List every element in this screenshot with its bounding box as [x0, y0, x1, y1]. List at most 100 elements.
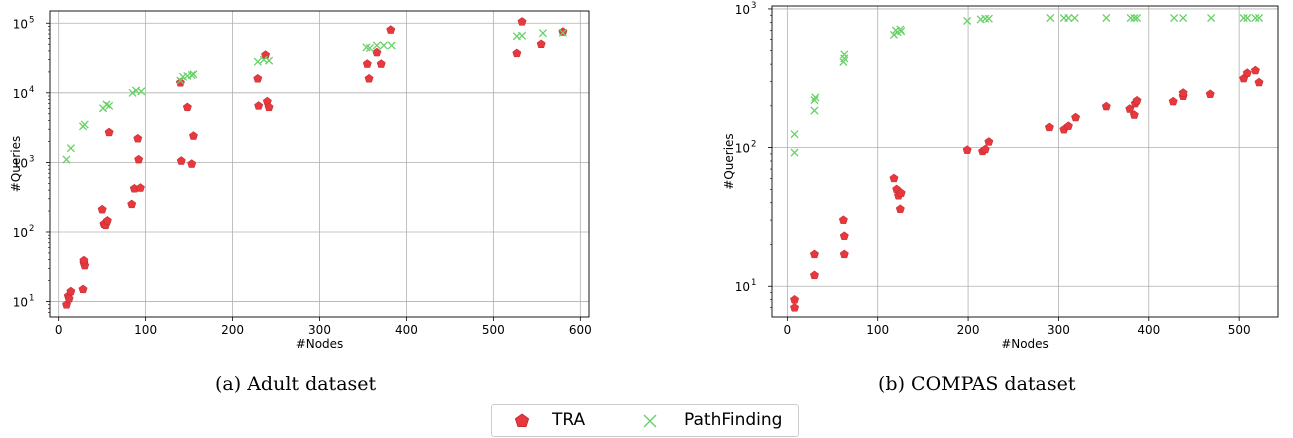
tra-point — [1168, 96, 1178, 106]
x-axis-label: #Nodes — [1001, 337, 1049, 351]
tra-point — [264, 102, 274, 112]
x-tick-label: 500 — [482, 323, 505, 337]
pathfinding-point — [897, 27, 906, 36]
pathfinding-point — [372, 41, 381, 50]
pathfinding-point — [1179, 13, 1188, 23]
y-axis-label: #Queries — [9, 136, 23, 192]
y-tick-exponent: 3 — [29, 154, 34, 164]
tra-point — [134, 154, 144, 164]
tra-point — [1063, 121, 1073, 130]
y-tick-exponent: 1 — [751, 278, 756, 288]
pathfinding-point — [1170, 13, 1179, 23]
y-tick-label: 10 — [13, 17, 28, 31]
pathfinding-point — [102, 100, 111, 109]
tra-point — [980, 144, 990, 154]
pathfinding-point — [840, 50, 849, 59]
tra-point — [809, 270, 819, 280]
pathfinding-point — [265, 56, 274, 65]
tra-point — [517, 17, 527, 26]
x-tick-label: 0 — [55, 323, 63, 337]
y-tick-label: 10 — [13, 296, 28, 310]
y-tick-exponent: 2 — [29, 224, 34, 234]
y-tick-exponent: 1 — [29, 294, 34, 304]
tra-point — [889, 173, 899, 183]
pathfinding-point — [1132, 13, 1142, 23]
tra-point — [790, 303, 800, 312]
tra-point — [104, 127, 114, 137]
x-tick-label: 200 — [957, 323, 980, 337]
pathfinding-point — [253, 57, 262, 66]
tra-point — [78, 284, 88, 294]
tra-point — [372, 47, 382, 57]
tra-point — [838, 215, 848, 224]
legend: TRA PathFinding — [491, 404, 799, 437]
pathfinding-point — [137, 87, 146, 96]
tra-point — [512, 48, 522, 58]
tra-point — [188, 131, 198, 140]
pathfinding-point — [379, 41, 388, 50]
pathfinding-point — [387, 41, 396, 50]
pathfinding-point — [128, 88, 137, 97]
pathfinding-point — [1254, 13, 1264, 23]
tra-point — [1242, 68, 1252, 77]
pathfinding-point — [105, 101, 114, 110]
pathfinding-point — [984, 14, 993, 23]
tra-point — [536, 39, 546, 49]
y-tick-label: 10 — [735, 142, 750, 156]
x-tick-label: 200 — [221, 323, 244, 337]
legend-label-tra: TRA — [552, 410, 586, 430]
pentagon-marker-icon — [514, 413, 530, 428]
x-tick-label: 0 — [784, 323, 792, 337]
tra-point — [362, 59, 372, 68]
x-tick-label: 300 — [1047, 323, 1070, 337]
pathfinding-point — [1126, 13, 1135, 23]
tra-point — [1205, 89, 1215, 98]
pathfinding-point — [176, 76, 185, 85]
caption-compas: (b) COMPAS dataset — [878, 373, 1076, 395]
y-tick-exponent: 5 — [29, 15, 34, 25]
tra-point — [254, 101, 264, 110]
tra-point — [790, 294, 800, 304]
y-tick-label: 10 — [13, 87, 28, 101]
y-tick-label: 10 — [13, 156, 28, 170]
y-axis-label: #Queries — [722, 133, 736, 189]
axes-frame — [771, 5, 1279, 318]
x-tick-label: 300 — [308, 323, 331, 337]
x-tick-label: 500 — [1228, 323, 1251, 337]
pathfinding-point — [810, 96, 819, 105]
tra-point — [1044, 122, 1054, 132]
tra-point — [97, 204, 107, 214]
y-tick-label: 10 — [13, 226, 28, 240]
pathfinding-point — [1239, 13, 1248, 23]
tra-point — [364, 73, 374, 83]
y-tick-label: 10 — [735, 3, 750, 17]
tra-point — [133, 133, 143, 143]
tra-point — [66, 286, 76, 296]
tra-point — [1250, 65, 1260, 75]
tra-point — [558, 27, 568, 36]
pathfinding-point — [518, 31, 527, 40]
tra-point — [1101, 101, 1111, 111]
pathfinding-point — [1130, 13, 1139, 23]
x-tick-label: 100 — [134, 323, 157, 337]
x-tick-label: 600 — [569, 323, 592, 337]
tra-point — [64, 293, 74, 303]
pathfinding-point — [1070, 13, 1079, 23]
tra-point — [896, 188, 906, 197]
pathfinding-point — [790, 130, 799, 139]
tra-point — [175, 77, 185, 87]
pathfinding-point — [558, 28, 567, 37]
pathfinding-point — [1064, 13, 1073, 23]
caption-adult: (a) Adult dataset — [215, 373, 377, 395]
tra-point — [1178, 88, 1188, 97]
pathfinding-point — [538, 29, 547, 38]
legend-item-pathfinding: PathFinding — [634, 409, 794, 433]
pathfinding-point — [981, 14, 990, 23]
legend-label-pathfinding: PathFinding — [684, 410, 783, 430]
tra-point — [895, 204, 905, 213]
tra-point — [962, 145, 972, 154]
tra-point — [809, 249, 819, 259]
